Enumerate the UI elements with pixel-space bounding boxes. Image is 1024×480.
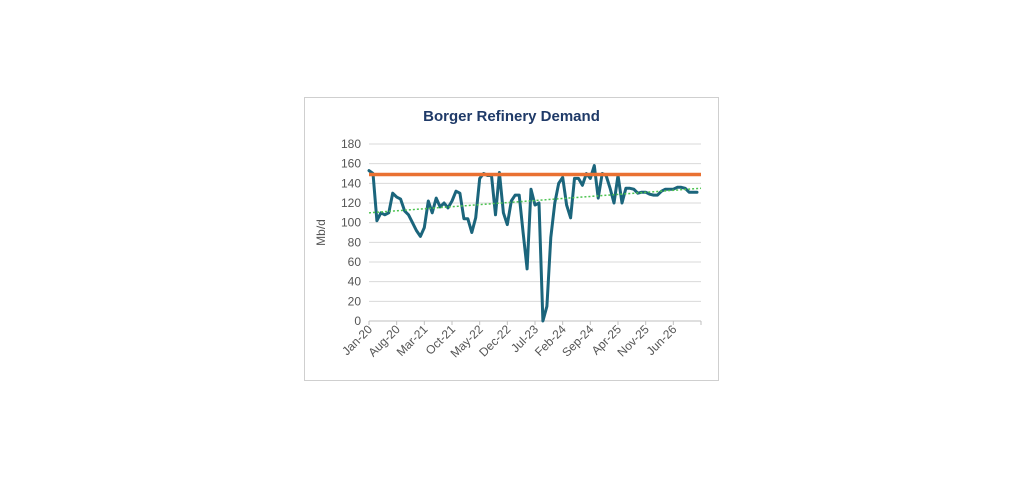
x-tick-label: Jun-26 <box>644 322 680 358</box>
x-tick-label: Nov-25 <box>615 322 652 359</box>
chart-title: Borger Refinery Demand <box>423 108 600 125</box>
x-tick-label: Mar-21 <box>394 322 431 359</box>
y-tick-label: 140 <box>341 176 361 190</box>
y-axis-label: Mb/d <box>314 219 328 246</box>
y-tick-label: 120 <box>341 196 361 210</box>
y-tick-label: 80 <box>348 235 362 249</box>
x-tick-label: Sep-24 <box>559 322 596 359</box>
y-tick-label: 160 <box>341 157 361 171</box>
line-chart: 020406080100120140160180Mb/dJan-20Aug-20… <box>314 137 702 360</box>
y-tick-label: 40 <box>348 275 362 289</box>
x-tick-label: Dec-22 <box>476 322 513 359</box>
y-tick-label: 180 <box>341 137 361 151</box>
demand-series-line <box>367 164 699 323</box>
y-tick-label: 0 <box>354 314 361 328</box>
y-tick-label: 20 <box>348 294 362 308</box>
chart-card: Borger Refinery Demand 0 20 40 60 80 100 120 14… <box>304 97 719 381</box>
y-tick-label: 60 <box>348 255 362 269</box>
trend-line <box>368 187 702 214</box>
y-tick-label: 100 <box>341 216 361 230</box>
